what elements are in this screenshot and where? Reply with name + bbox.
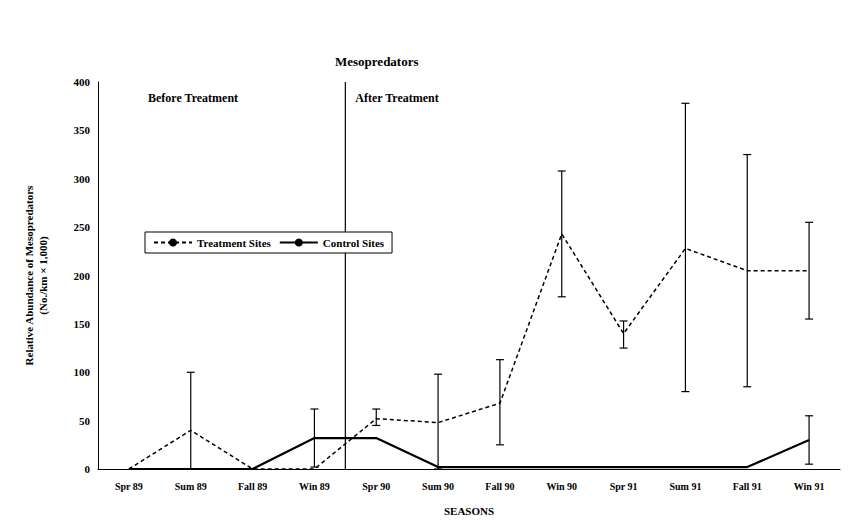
svg-text:Spr 89: Spr 89 bbox=[115, 481, 143, 492]
svg-text:Treatment Sites: Treatment Sites bbox=[197, 237, 272, 249]
svg-text:300: 300 bbox=[74, 173, 91, 185]
svg-text:200: 200 bbox=[74, 270, 91, 282]
svg-text:Mesopredators: Mesopredators bbox=[335, 54, 419, 69]
svg-text:Fall 91: Fall 91 bbox=[733, 481, 762, 492]
svg-text:0: 0 bbox=[85, 463, 91, 475]
svg-text:400: 400 bbox=[74, 76, 91, 88]
svg-text:Fall 90: Fall 90 bbox=[485, 481, 514, 492]
svg-text:Sum 89: Sum 89 bbox=[175, 481, 207, 492]
svg-text:SEASONS: SEASONS bbox=[444, 505, 494, 517]
svg-text:Before Treatment: Before Treatment bbox=[148, 91, 238, 105]
svg-text:Sum 90: Sum 90 bbox=[422, 481, 454, 492]
svg-text:Fall 89: Fall 89 bbox=[238, 481, 267, 492]
svg-text:Win 89: Win 89 bbox=[299, 481, 330, 492]
svg-text:150: 150 bbox=[74, 318, 91, 330]
svg-text:Control Sites: Control Sites bbox=[323, 237, 385, 249]
svg-text:50: 50 bbox=[79, 415, 91, 427]
svg-text:Win 90: Win 90 bbox=[546, 481, 577, 492]
svg-text:Sum 91: Sum 91 bbox=[669, 481, 701, 492]
svg-text:100: 100 bbox=[74, 366, 91, 378]
svg-text:350: 350 bbox=[74, 124, 91, 136]
svg-text:Spr 91: Spr 91 bbox=[610, 481, 638, 492]
svg-text:Relative Abundance of Mesopred: Relative Abundance of Mesopredators bbox=[23, 185, 35, 365]
svg-text:Spr 90: Spr 90 bbox=[362, 481, 390, 492]
svg-text:250: 250 bbox=[74, 221, 91, 233]
svg-text:Win 91: Win 91 bbox=[794, 481, 825, 492]
svg-text:After Treatment: After Treatment bbox=[355, 91, 438, 105]
svg-text:(No./km × 1,000): (No./km × 1,000) bbox=[37, 236, 50, 315]
